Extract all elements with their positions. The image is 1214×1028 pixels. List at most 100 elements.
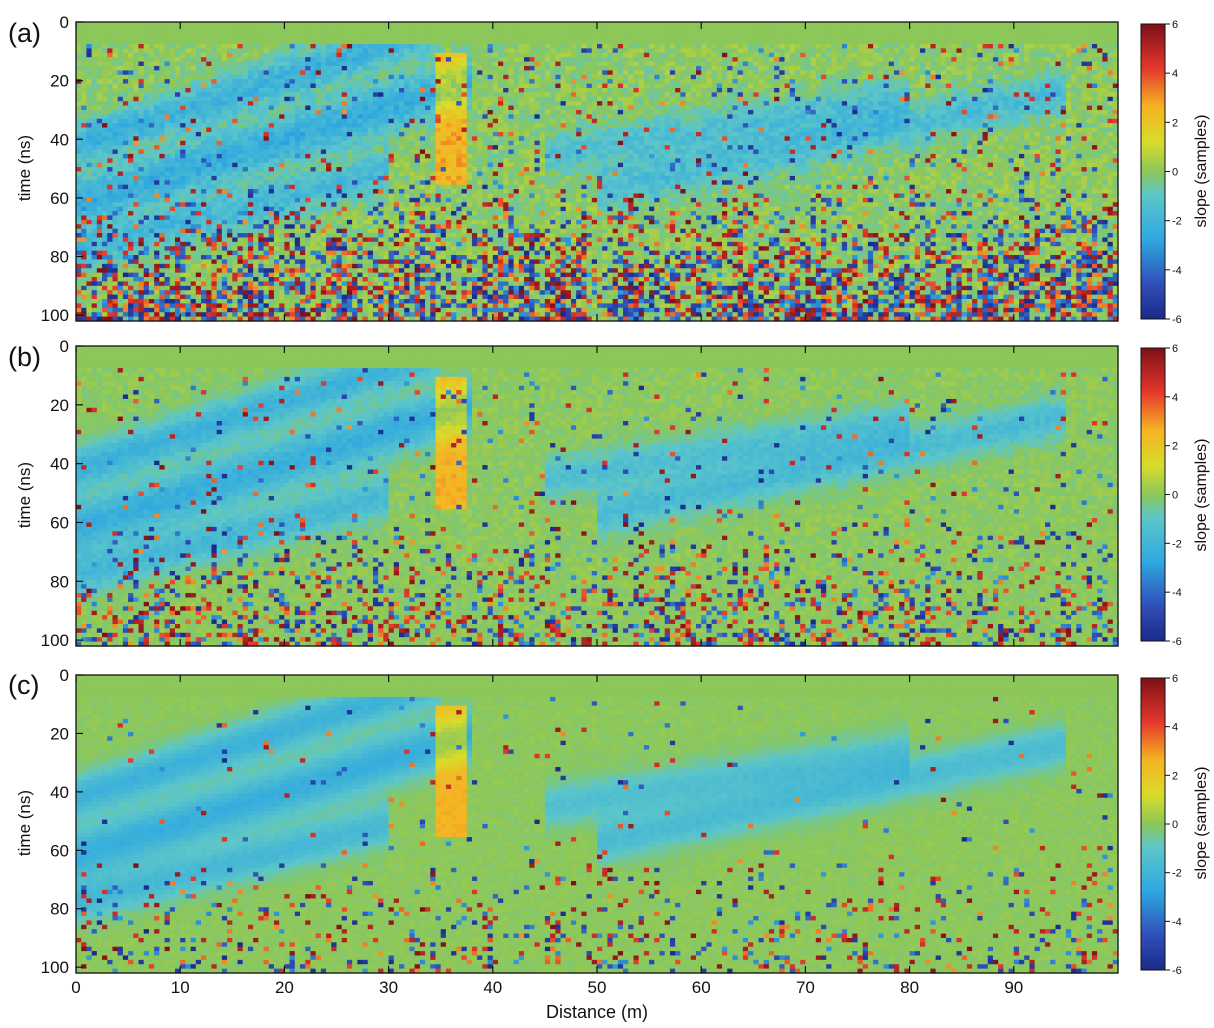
heat-cell: [206, 119, 212, 124]
heat-cell: [217, 163, 223, 168]
heat-cell: [92, 229, 98, 234]
heat-cell: [191, 123, 197, 128]
heat-cell: [222, 237, 228, 242]
heat-cell: [86, 237, 92, 242]
heat-cell: [243, 158, 249, 163]
heat-cell: [92, 185, 98, 190]
heat-cell: [154, 220, 160, 225]
heat-cell: [97, 62, 103, 67]
heat-cell: [144, 176, 150, 181]
heat-cell: [118, 132, 124, 137]
heat-cell: [159, 88, 165, 93]
heat-cell: [279, 172, 285, 177]
heat-cell: [92, 106, 98, 111]
heat-cell: [76, 132, 82, 137]
heat-cell: [248, 163, 254, 168]
heat-cell: [128, 207, 134, 212]
heat-cell: [76, 119, 82, 124]
heat-cell: [274, 193, 280, 198]
heat-cell: [264, 79, 270, 84]
heat-cell: [165, 198, 171, 203]
heat-cell: [238, 35, 244, 40]
heat-cell: [92, 277, 98, 282]
heat-cell: [165, 97, 171, 102]
heat-cell: [191, 35, 197, 40]
heat-cell: [201, 180, 207, 185]
heat-cell: [149, 66, 155, 71]
heat-cell: [243, 211, 249, 216]
heat-cell: [222, 97, 228, 102]
heat-cell: [227, 220, 233, 225]
heat-cell: [154, 154, 160, 159]
heat-cell: [196, 158, 202, 163]
heat-cell: [232, 35, 238, 40]
heat-cell: [170, 119, 176, 124]
heat-cell: [159, 53, 165, 58]
heat-cell: [243, 44, 249, 49]
heat-cell: [81, 233, 87, 238]
heat-cell: [133, 215, 139, 220]
heat-cell: [243, 48, 249, 53]
heat-cell: [144, 57, 150, 62]
heat-cell: [201, 119, 207, 124]
heat-cell: [206, 79, 212, 84]
heat-cell: [264, 312, 270, 317]
heat-cell: [92, 211, 98, 216]
heat-cell: [238, 132, 244, 137]
heat-cell: [211, 211, 217, 216]
heat-cell: [243, 264, 249, 269]
heat-cell: [86, 119, 92, 124]
heat-cell: [258, 70, 264, 75]
heat-cell: [139, 66, 145, 71]
heat-cell: [222, 167, 228, 172]
heat-cell: [123, 277, 129, 282]
heat-cell: [118, 308, 124, 313]
heat-cell: [248, 303, 254, 308]
heat-cell: [123, 268, 129, 273]
heat-cell: [264, 158, 270, 163]
heat-cell: [175, 158, 181, 163]
heat-cell: [92, 233, 98, 238]
heat-cell: [149, 246, 155, 251]
heat-cell: [97, 193, 103, 198]
heat-cell: [258, 22, 264, 27]
heat-cell: [227, 242, 233, 247]
heat-cell: [222, 215, 228, 220]
heat-cell: [165, 185, 171, 190]
heat-cell: [144, 48, 150, 53]
heat-cell: [227, 207, 233, 212]
heat-cell: [76, 242, 82, 247]
heat-cell: [269, 295, 275, 300]
heat-cell: [107, 172, 113, 177]
heat-cell: [217, 290, 223, 295]
heat-cell: [175, 233, 181, 238]
heat-cell: [232, 101, 238, 106]
heat-cell: [133, 145, 139, 150]
heat-cell: [76, 167, 82, 172]
heat-cell: [217, 167, 223, 172]
heat-cell: [290, 158, 296, 163]
heat-cell: [139, 268, 145, 273]
heat-cell: [258, 132, 264, 137]
heat-cell: [180, 286, 186, 291]
heat-cell: [92, 312, 98, 317]
heat-cell: [269, 57, 275, 62]
heat-cell: [222, 308, 228, 313]
heat-cell: [102, 189, 108, 194]
heat-cell: [227, 163, 233, 168]
heat-cell: [154, 303, 160, 308]
heat-cell: [290, 106, 296, 111]
heat-cell: [170, 123, 176, 128]
heat-cell: [159, 189, 165, 194]
heat-cell: [149, 128, 155, 133]
heat-cell: [264, 44, 270, 49]
heat-cell: [112, 185, 118, 190]
heat-cell: [97, 150, 103, 155]
heat-cell: [222, 189, 228, 194]
heat-cell: [243, 198, 249, 203]
heat-cell: [144, 268, 150, 273]
heat-cell: [102, 172, 108, 177]
heat-cell: [165, 22, 171, 27]
heat-cell: [159, 114, 165, 119]
heat-cell: [238, 277, 244, 282]
